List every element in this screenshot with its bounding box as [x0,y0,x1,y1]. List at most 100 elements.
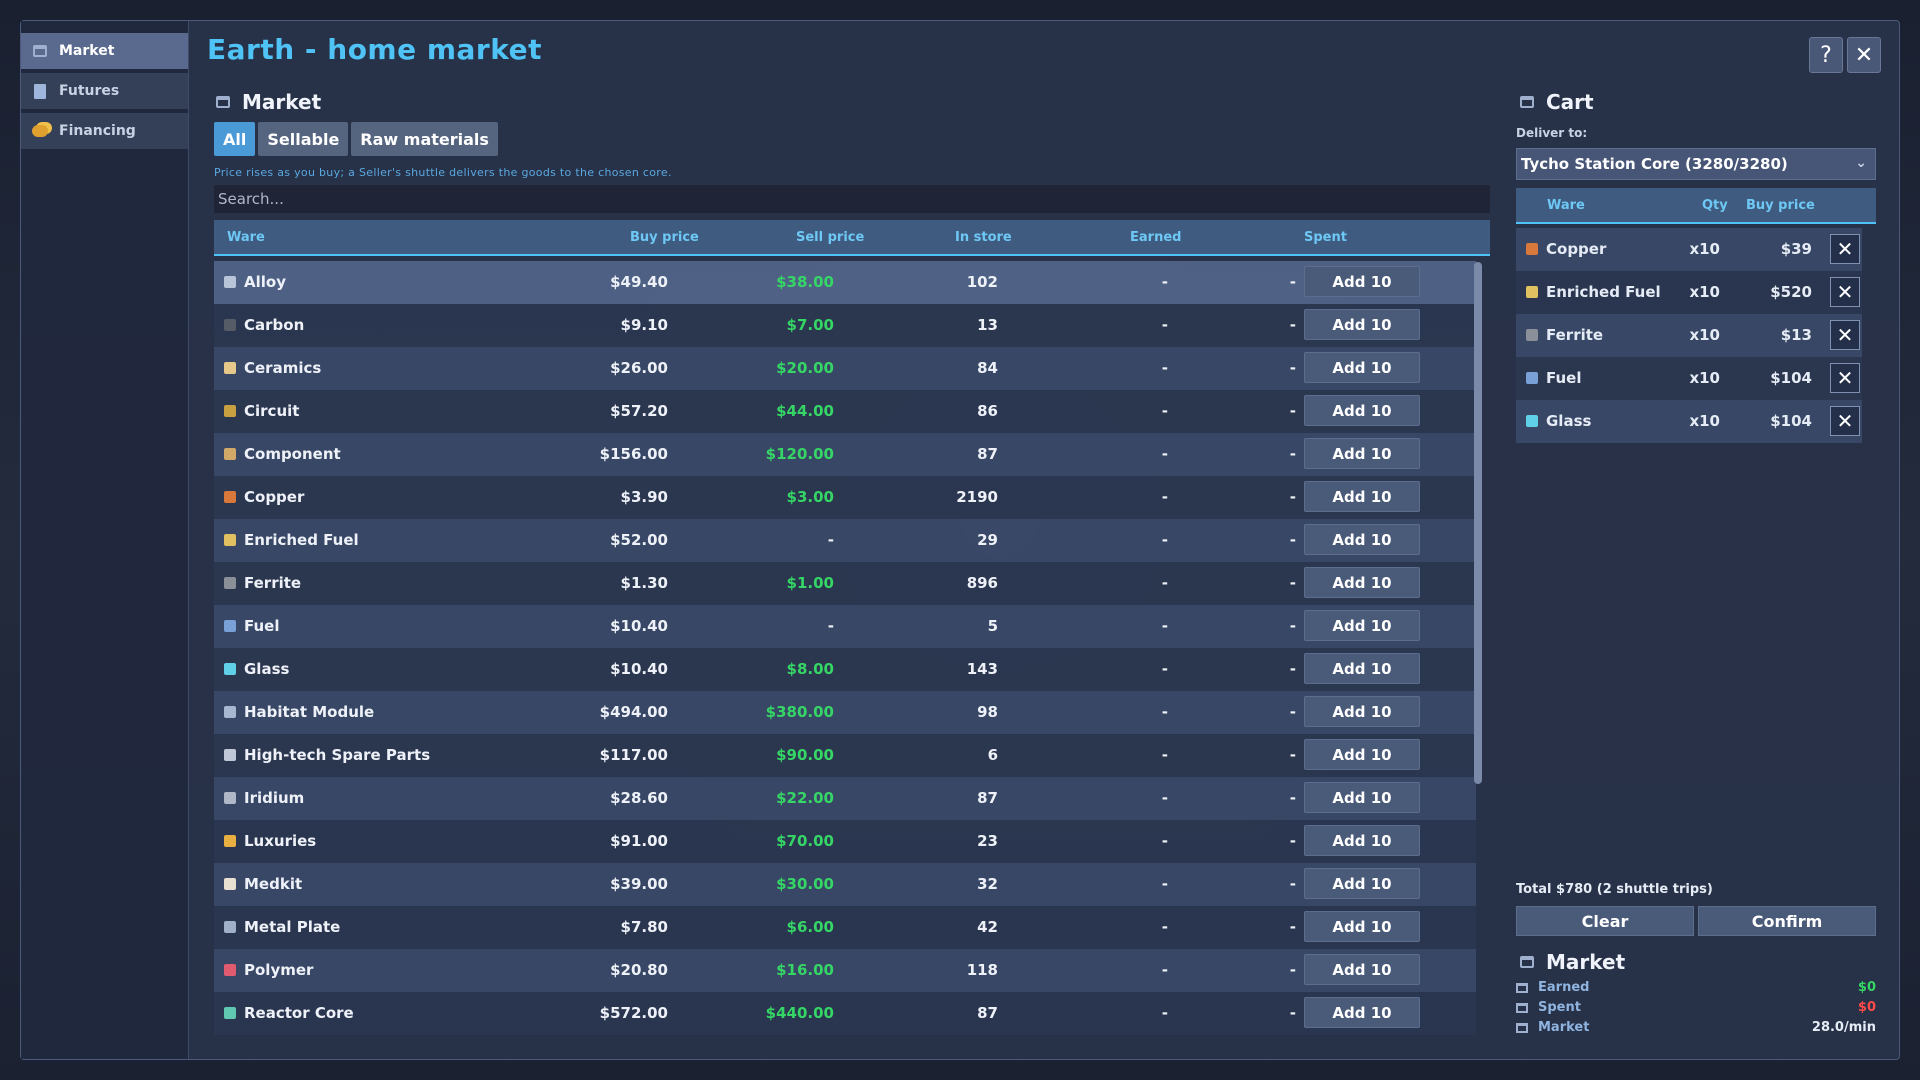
in-store: 29 [977,531,998,549]
cart-ware-name: Glass [1546,412,1592,430]
add-10-button[interactable]: Add 10 [1304,567,1420,598]
add-10-button[interactable]: Add 10 [1304,739,1420,770]
ware-name: High-tech Spare Parts [244,746,431,764]
spent-value: - [1289,746,1296,764]
tab-sellable[interactable]: Sellable [258,122,349,156]
add-10-button[interactable]: Add 10 [1304,653,1420,684]
add-10-button[interactable]: Add 10 [1304,438,1420,469]
market-section-title: Market [216,90,321,114]
cart-item: Enriched Fuel x10 $520 ✕ [1516,271,1862,314]
table-row[interactable]: Component $156.00 $120.00 87- - Add 10 [214,433,1476,476]
table-row[interactable]: Fuel $10.40-5- - Add 10 [214,605,1476,648]
spent-icon [1516,1003,1528,1013]
window-title: Earth - home market [207,33,542,66]
spent-value: - [1289,445,1296,463]
tab-all[interactable]: All [214,122,256,156]
add-10-button[interactable]: Add 10 [1304,782,1420,813]
sidebar-item-label: Financing [59,123,136,139]
remove-item-button[interactable]: ✕ [1830,363,1860,393]
table-row[interactable]: Enriched Fuel $52.00-29- - Add 10 [214,519,1476,562]
earned-value: - [1161,531,1168,549]
earned-value: - [1161,746,1168,764]
sidebar-item-financing[interactable]: Financing [21,113,188,149]
add-10-button[interactable]: Add 10 [1304,610,1420,641]
sidebar: Market Futures Financing [21,21,189,1059]
in-store: 6 [987,746,998,764]
add-10-button[interactable]: Add 10 [1304,395,1420,426]
cart-item: Copper x10 $39 ✕ [1516,228,1862,271]
in-store: 86 [977,402,998,420]
spent-value: - [1289,316,1296,334]
cart-col-qty: Qty [1702,198,1728,213]
table-row[interactable]: High-tech Spare Parts $117.00 $90.00 6- - Add… [214,734,1476,777]
table-row[interactable]: Iridium $28.60 $22.00 87- - Add 10 [214,777,1476,820]
ware-name: Ceramics [244,359,322,377]
table-row[interactable]: Copper $3.90 $3.00 2190- - Add 10 [214,476,1476,519]
table-row[interactable]: Glass $10.40 $8.00 143- - Add 10 [214,648,1476,691]
summary-section-title: Market [1520,950,1625,974]
buy-price: $9.10 [620,316,668,334]
ware-name: Reactor Core [244,1004,354,1022]
cart-qty: x10 [1689,283,1720,301]
search-input[interactable] [214,185,1490,213]
spent-value: - [1289,617,1296,635]
sidebar-item-label: Market [59,43,115,59]
col-buy-price: Buy price [630,230,699,245]
add-10-button[interactable]: Add 10 [1304,997,1420,1028]
ware-icon [1526,329,1538,341]
add-10-button[interactable]: Add 10 [1304,954,1420,985]
add-10-button[interactable]: Add 10 [1304,309,1420,340]
ware-icon [1526,243,1538,255]
earned-value: - [1161,875,1168,893]
cart-price: $39 [1780,240,1812,258]
spent-value: - [1289,402,1296,420]
price-hint: Price rises as you buy; a Seller's shutt… [214,166,672,179]
table-row[interactable]: Ferrite $1.30 $1.00 896- - Add 10 [214,562,1476,605]
add-10-button[interactable]: Add 10 [1304,696,1420,727]
table-row[interactable]: Habitat Module $494.00 $380.00 98- - Add 10 [214,691,1476,734]
earned-value: - [1161,832,1168,850]
remove-item-button[interactable]: ✕ [1830,320,1860,350]
add-10-button[interactable]: Add 10 [1304,911,1420,942]
earned-value: - [1161,488,1168,506]
destination-value: Tycho Station Core (3280/3280) [1521,155,1788,173]
table-row[interactable]: Medkit $39.00 $30.00 32- - Add 10 [214,863,1476,906]
table-row[interactable]: Polymer $20.80 $16.00 118- - Add 10 [214,949,1476,992]
close-button[interactable]: ✕ [1847,37,1881,73]
table-row[interactable]: Luxuries $91.00 $70.00 23- - Add 10 [214,820,1476,863]
add-10-button[interactable]: Add 10 [1304,868,1420,899]
table-row[interactable]: Carbon $9.10 $7.00 13- - Add 10 [214,304,1476,347]
add-10-button[interactable]: Add 10 [1304,825,1420,856]
table-row[interactable]: Reactor Core $572.00 $440.00 87- - Add 10 [214,992,1476,1035]
remove-item-button[interactable]: ✕ [1830,234,1860,264]
table-row[interactable]: Alloy $49.40 $38.00 102- - Add 10 [214,261,1476,304]
sidebar-item-market[interactable]: Market [21,33,188,69]
add-10-button[interactable]: Add 10 [1304,524,1420,555]
add-10-button[interactable]: Add 10 [1304,352,1420,383]
market-scrollbar[interactable] [1474,262,1482,784]
col-spent: Spent [1304,230,1347,245]
table-row[interactable]: Metal Plate $7.80 $6.00 42- - Add 10 [214,906,1476,949]
sidebar-item-futures[interactable]: Futures [21,73,188,109]
table-row[interactable]: Ceramics $26.00 $20.00 84- - Add 10 [214,347,1476,390]
table-row[interactable]: Circuit $57.20 $44.00 86- - Add 10 [214,390,1476,433]
tab-raw-materials[interactable]: Raw materials [351,122,498,156]
sell-price: $30.00 [776,875,834,893]
market-table-header: Ware Buy price Sell price In store Earne… [214,220,1490,256]
remove-item-button[interactable]: ✕ [1830,277,1860,307]
sell-price: $70.00 [776,832,834,850]
cart-ware-name: Fuel [1546,369,1582,387]
in-store: 32 [977,875,998,893]
help-button[interactable]: ? [1809,37,1843,73]
clear-cart-button[interactable]: Clear [1516,906,1694,936]
buy-price: $39.00 [610,875,668,893]
confirm-purchase-button[interactable]: Confirm [1698,906,1876,936]
document-icon [31,83,49,99]
delivery-destination-select[interactable]: Tycho Station Core (3280/3280) ⌄ [1516,148,1876,180]
earned-label: Earned [1538,980,1590,995]
remove-item-button[interactable]: ✕ [1830,406,1860,436]
add-10-button[interactable]: Add 10 [1304,266,1420,297]
rate-icon [1516,1023,1528,1033]
spent-value: - [1289,359,1296,377]
add-10-button[interactable]: Add 10 [1304,481,1420,512]
